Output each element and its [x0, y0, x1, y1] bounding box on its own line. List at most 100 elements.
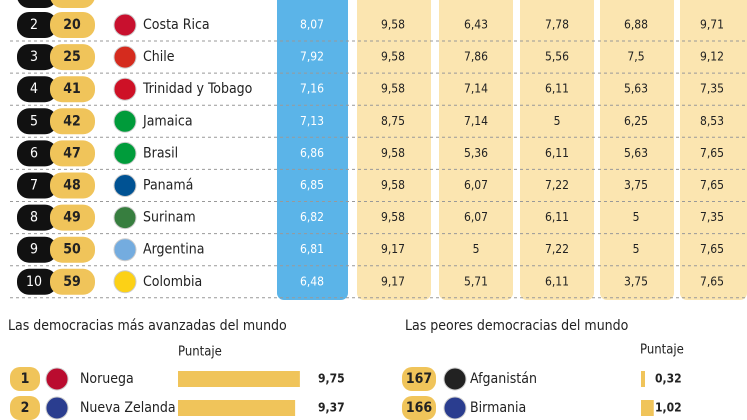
score: 6,11 [545, 146, 569, 160]
score: 9,17 [381, 274, 405, 288]
score-pill [50, 172, 95, 199]
rank-pill [17, 140, 57, 167]
score: 7,22 [545, 178, 569, 192]
rank: 167 [406, 371, 432, 387]
flag [113, 77, 137, 101]
country: Chile [143, 49, 175, 65]
category-column [439, 0, 513, 300]
score: 5,36 [464, 146, 488, 160]
score: 9,58 [381, 178, 405, 192]
score: 7,92 [300, 50, 324, 64]
score: 6,85 [300, 178, 324, 192]
world-rank: 59 [63, 274, 81, 290]
score: 7,13 [300, 114, 324, 128]
rank-pill [17, 268, 57, 295]
value-label: 1,02 [655, 401, 682, 415]
rank: 2 [21, 400, 30, 416]
rank-pill [17, 44, 57, 71]
score: 5,63 [624, 146, 648, 160]
score-pill [50, 12, 95, 38]
flag [443, 396, 467, 420]
rank-pill [17, 12, 57, 38]
category-column [357, 0, 431, 300]
score: 6,43 [464, 18, 488, 32]
score: 3,75 [624, 178, 648, 192]
country: Costa Rica [143, 17, 210, 33]
rank-pill [17, 172, 57, 199]
score: 7,65 [700, 146, 724, 160]
score: 9,17 [381, 242, 405, 256]
score: 9,58 [381, 50, 405, 64]
score: 5 [633, 242, 640, 256]
country: Noruega [80, 371, 134, 387]
axis-label: Puntaje [178, 345, 222, 360]
score: 9,58 [381, 82, 405, 96]
score: 7,14 [464, 114, 488, 128]
value-label: 0,32 [655, 372, 682, 386]
flag [113, 13, 137, 37]
rank: 9 [30, 242, 38, 258]
flag [113, 141, 137, 165]
score: 8,07 [300, 18, 324, 32]
score-pill [50, 0, 95, 8]
rank: 166 [406, 400, 433, 416]
bar [641, 400, 654, 416]
score: 7,35 [700, 82, 724, 96]
rank-pill [17, 108, 57, 135]
score: 5,63 [624, 82, 648, 96]
bar [178, 371, 300, 387]
score-pill [50, 140, 95, 167]
score: 6,07 [464, 210, 488, 224]
score: 9,71 [700, 18, 724, 32]
score: 7,22 [545, 242, 569, 256]
country: Colombia [143, 274, 202, 290]
score: 5,71 [464, 274, 488, 288]
score: 9,58 [381, 210, 405, 224]
rank-pill [402, 396, 436, 420]
score: 6,86 [300, 146, 324, 160]
score-pill [50, 44, 95, 71]
score: 5 [554, 114, 561, 128]
world-rank: 25 [63, 49, 81, 65]
rank-pill [17, 0, 57, 8]
score: 7,65 [700, 242, 724, 256]
score-pill [50, 76, 95, 103]
score: 7,16 [300, 82, 324, 96]
score: 6,82 [300, 210, 324, 224]
rank-pill [17, 204, 57, 231]
category-column [520, 0, 594, 300]
score: 9,58 [381, 146, 405, 160]
rank-pill [17, 76, 57, 103]
axis-label: Puntaje [640, 343, 684, 358]
world-rank: 41 [63, 81, 81, 97]
country: Jamaica [142, 113, 193, 129]
score: 9,12 [700, 50, 724, 64]
category-column [600, 0, 674, 300]
rank-pill [10, 367, 40, 391]
flag [113, 238, 137, 262]
score: 7,65 [700, 178, 724, 192]
score-pill [50, 108, 95, 135]
value-label: 9,37 [318, 401, 345, 415]
country: Panamá [143, 178, 193, 194]
rank: 8 [30, 210, 38, 226]
score: 3,75 [624, 274, 648, 288]
rank-pill [17, 236, 57, 263]
flag [113, 174, 137, 197]
bar [178, 400, 296, 416]
score-pill [50, 204, 95, 231]
worst-title: Las peores democracias del mundo [405, 318, 629, 334]
score: 6,11 [545, 274, 569, 288]
score: 7,35 [700, 210, 724, 224]
score: 5,56 [545, 50, 569, 64]
columns [17, 0, 747, 300]
score: 6,88 [624, 18, 648, 32]
rank: 7 [30, 178, 38, 194]
score: 7,5 [627, 50, 644, 64]
world-rank: 48 [63, 178, 81, 194]
rank: 5 [30, 113, 38, 129]
world-rank: 42 [63, 113, 81, 129]
score: 5 [473, 242, 480, 256]
world-rank: 50 [63, 242, 81, 258]
